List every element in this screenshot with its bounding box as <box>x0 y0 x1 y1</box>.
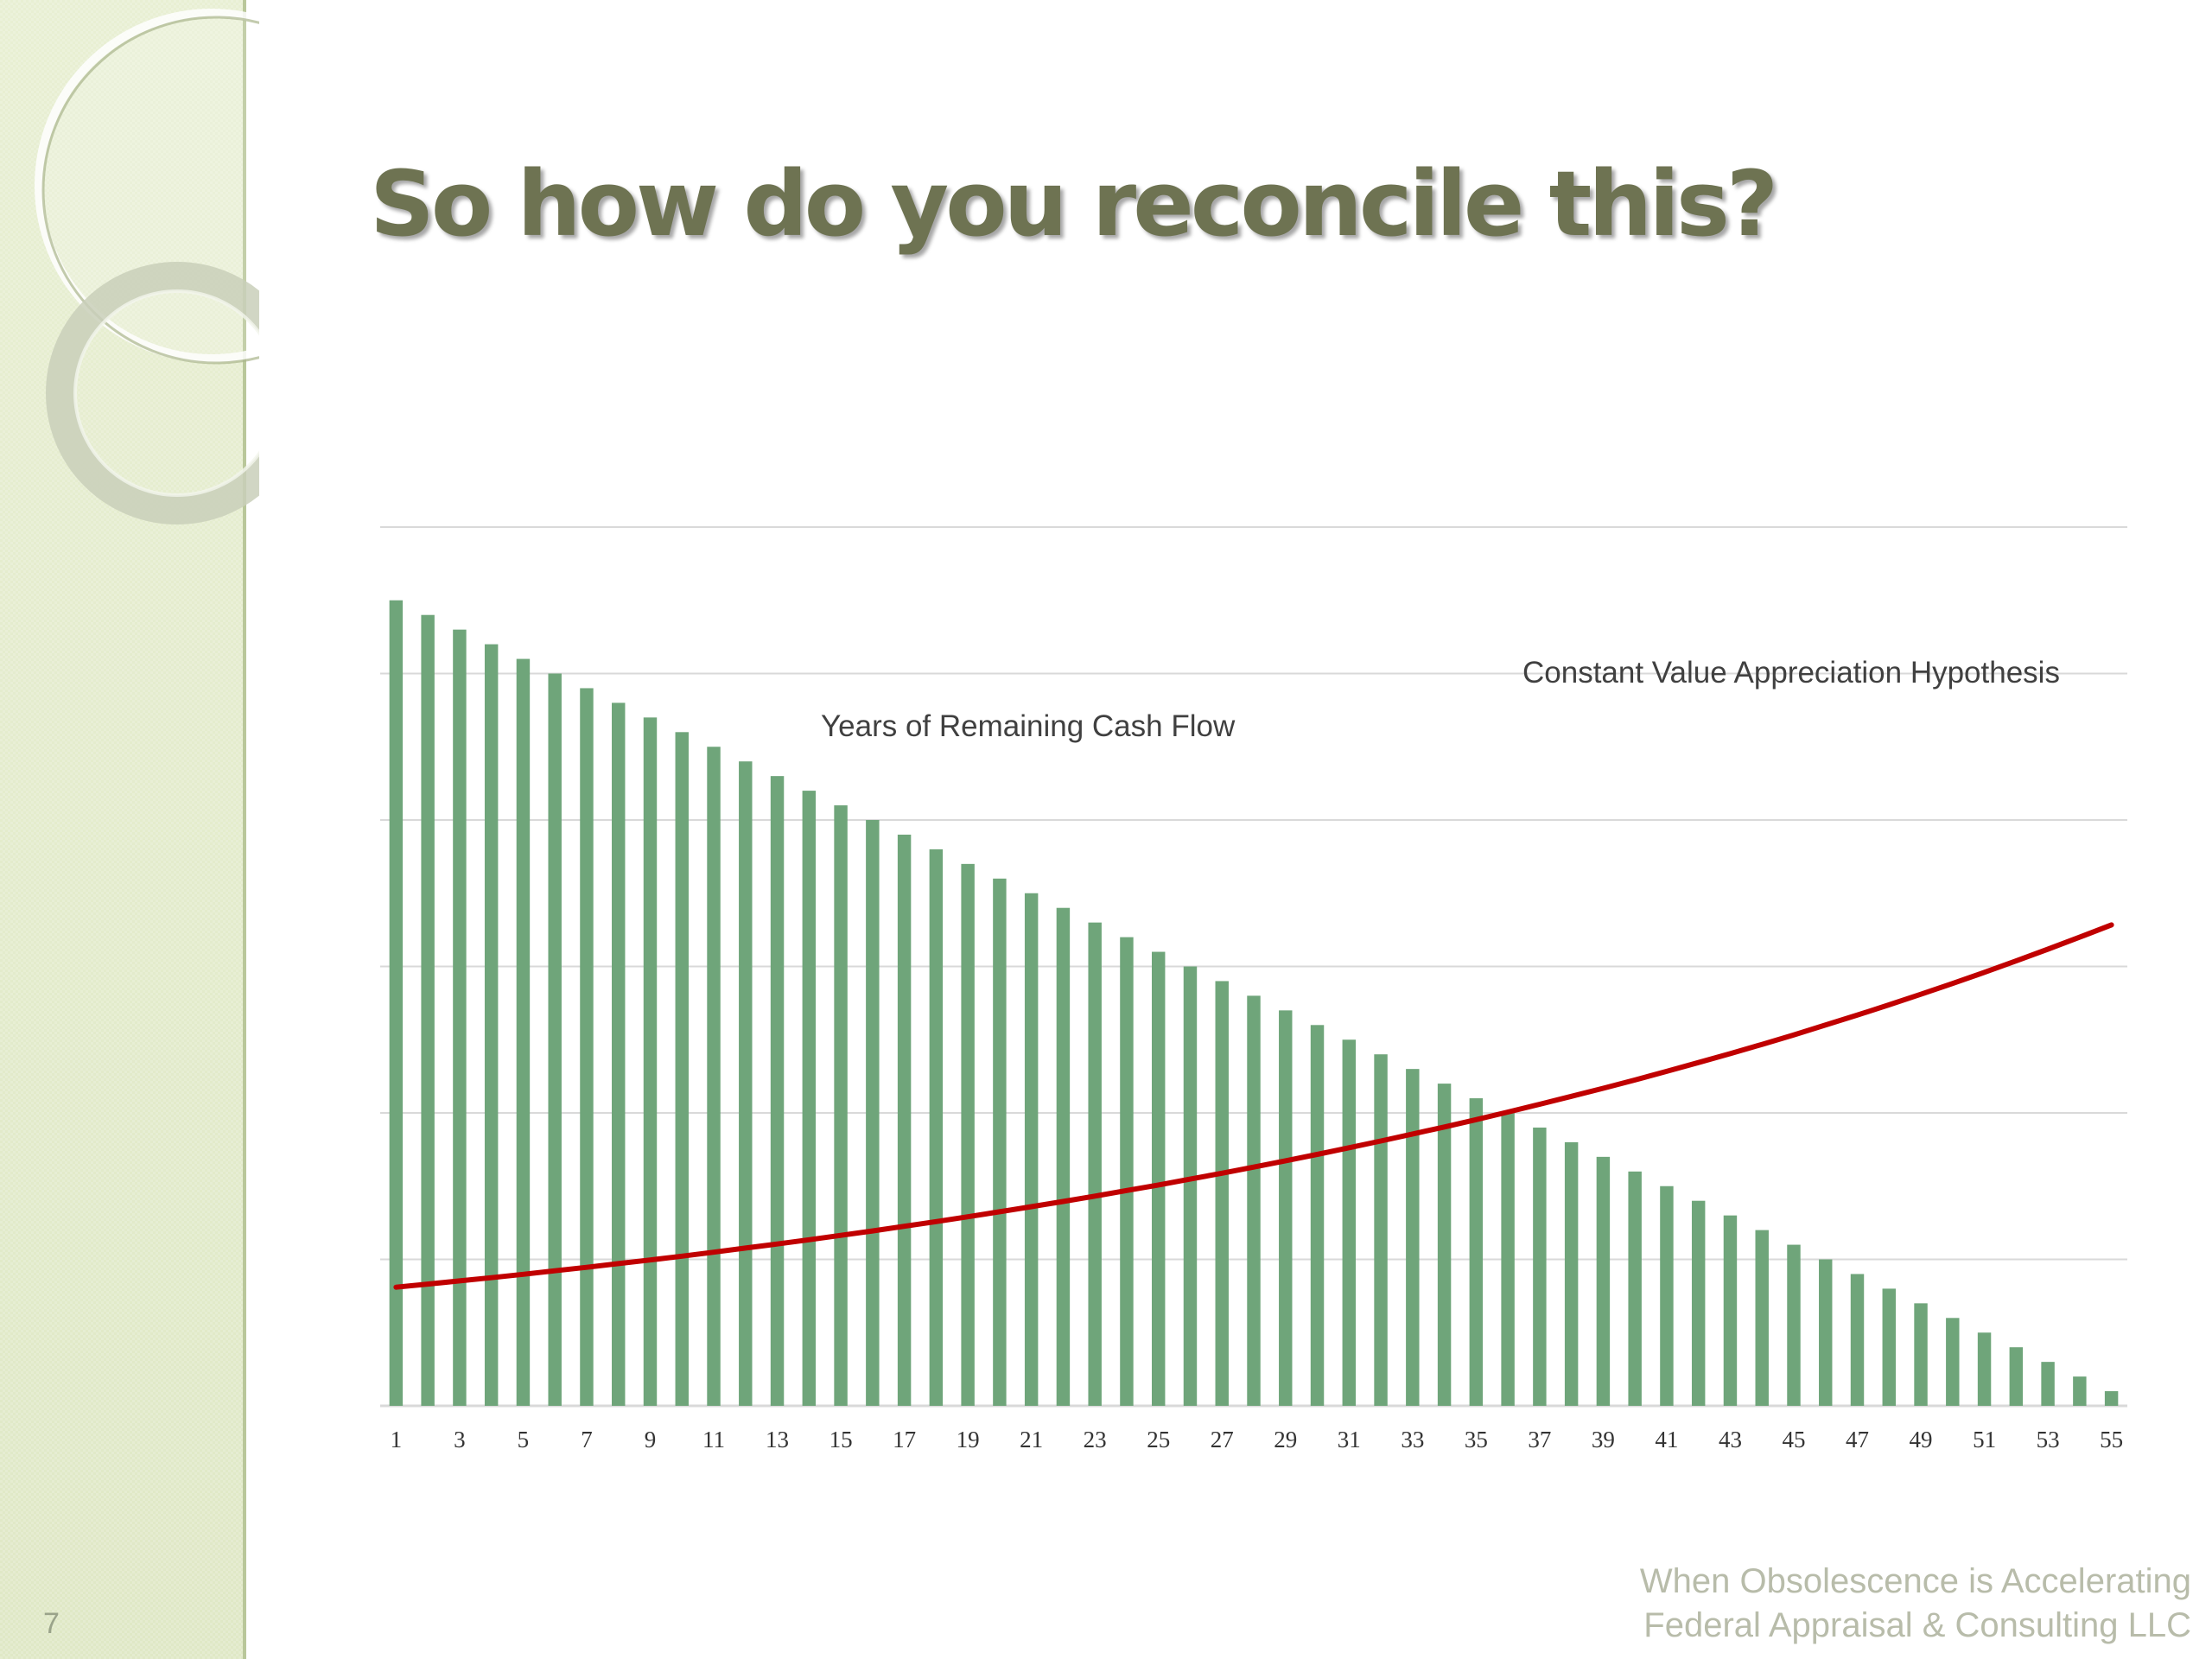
bar <box>453 629 467 1406</box>
bar <box>1977 1332 1992 1406</box>
x-tick-label: 49 <box>1910 1427 1933 1452</box>
x-tick-label: 43 <box>1719 1427 1742 1452</box>
sidebar-edge <box>243 0 246 1659</box>
x-tick-label: 41 <box>1655 1427 1678 1452</box>
bar <box>1723 1215 1738 1406</box>
decorative-rings <box>35 9 259 524</box>
x-tick-label: 25 <box>1147 1427 1170 1452</box>
bar <box>675 732 689 1406</box>
bar <box>1787 1244 1801 1406</box>
bar <box>580 688 594 1406</box>
bar <box>961 863 975 1406</box>
bar <box>1024 893 1039 1406</box>
bar <box>1691 1200 1706 1406</box>
footer: When Obsolescence is Accelerating Federa… <box>1640 1560 2191 1648</box>
x-axis-tick-labels: 1 3 5 7 9 11 13 15 17 19 21 23 25 27 29 31 33 35 37 39 41 43 4… <box>391 1427 2123 1452</box>
bar-series-label: Years of Remaining Cash Flow <box>821 709 1236 743</box>
bar <box>1183 966 1198 1406</box>
bar <box>897 834 912 1406</box>
bar <box>2009 1347 2024 1406</box>
ring-large-shadow <box>41 16 259 365</box>
bar <box>1946 1318 1960 1406</box>
curve-series-label: Constant Value Appreciation Hypothesis <box>1522 656 2060 690</box>
bar <box>834 805 848 1406</box>
slide-title: So how do you reconcile this? <box>370 151 1778 257</box>
bar <box>1374 1054 1388 1406</box>
bar <box>1310 1025 1325 1406</box>
x-tick-label: 9 <box>645 1427 657 1452</box>
bar <box>1406 1069 1420 1406</box>
bar <box>1151 951 1166 1406</box>
bar <box>707 747 721 1406</box>
x-tick-label: 1 <box>391 1427 403 1452</box>
bar <box>1120 937 1134 1406</box>
bar <box>1850 1274 1865 1406</box>
x-tick-label: 29 <box>1274 1427 1297 1452</box>
footer-title: When Obsolescence is Accelerating <box>1639 1562 2191 1600</box>
x-tick-label: 21 <box>1020 1427 1043 1452</box>
bar <box>2041 1362 2055 1406</box>
bar <box>1088 922 1102 1406</box>
bar <box>1247 995 1261 1406</box>
bar <box>612 702 626 1406</box>
appreciation-curve <box>393 922 2114 1290</box>
bar <box>1596 1156 1611 1406</box>
bar <box>739 761 753 1406</box>
bar <box>1215 981 1229 1406</box>
x-tick-label: 39 <box>1592 1427 1615 1452</box>
bar <box>929 849 944 1406</box>
x-tick-label: 47 <box>1846 1427 1869 1452</box>
bar <box>802 791 817 1406</box>
bar <box>866 820 880 1406</box>
x-tick-label: 55 <box>2100 1427 2123 1452</box>
x-tick-label: 33 <box>1401 1427 1424 1452</box>
bar <box>1819 1259 1833 1406</box>
ring-small <box>46 262 259 524</box>
x-tick-label: 7 <box>581 1427 593 1452</box>
bar <box>2073 1376 2087 1406</box>
x-tick-label: 51 <box>1973 1427 1996 1452</box>
bar <box>548 673 562 1406</box>
bar <box>1533 1127 1547 1406</box>
bar <box>1279 1010 1293 1406</box>
bar <box>1437 1084 1452 1406</box>
bar <box>1342 1039 1357 1406</box>
x-tick-label: 31 <box>1338 1427 1361 1452</box>
x-tick-label: 37 <box>1528 1427 1551 1452</box>
x-tick-label: 35 <box>1465 1427 1488 1452</box>
slide-number: 7 <box>43 1607 60 1640</box>
bar <box>1755 1230 1769 1406</box>
bar <box>1501 1113 1515 1406</box>
x-tick-label: 23 <box>1084 1427 1107 1452</box>
x-tick-label: 53 <box>2037 1427 2060 1452</box>
x-tick-label: 15 <box>830 1427 853 1452</box>
bar <box>1056 907 1071 1406</box>
bar <box>643 717 658 1406</box>
bar <box>1564 1141 1579 1406</box>
bar <box>516 658 531 1406</box>
bar <box>1628 1171 1642 1406</box>
footer-company: Federal Appraisal & Consulting LLC <box>1643 1606 2191 1644</box>
x-tick-label: 5 <box>518 1427 530 1452</box>
bar <box>993 878 1007 1406</box>
bar <box>1469 1098 1484 1406</box>
ring-small-inner <box>73 289 259 497</box>
bar <box>1660 1185 1674 1406</box>
bar <box>770 776 785 1406</box>
bar <box>389 600 404 1406</box>
x-tick-label: 17 <box>893 1427 916 1452</box>
bar <box>484 644 499 1406</box>
x-tick-label: 11 <box>702 1427 725 1452</box>
bar <box>1882 1288 1896 1406</box>
bar <box>2104 1391 2119 1406</box>
x-tick-label: 45 <box>1782 1427 1805 1452</box>
bar-series <box>389 600 2119 1406</box>
bar <box>421 614 435 1406</box>
x-tick-label: 3 <box>454 1427 466 1452</box>
x-tick-label: 19 <box>957 1427 980 1452</box>
bar <box>1914 1303 1928 1406</box>
x-tick-label: 27 <box>1211 1427 1234 1452</box>
x-tick-label: 13 <box>766 1427 789 1452</box>
